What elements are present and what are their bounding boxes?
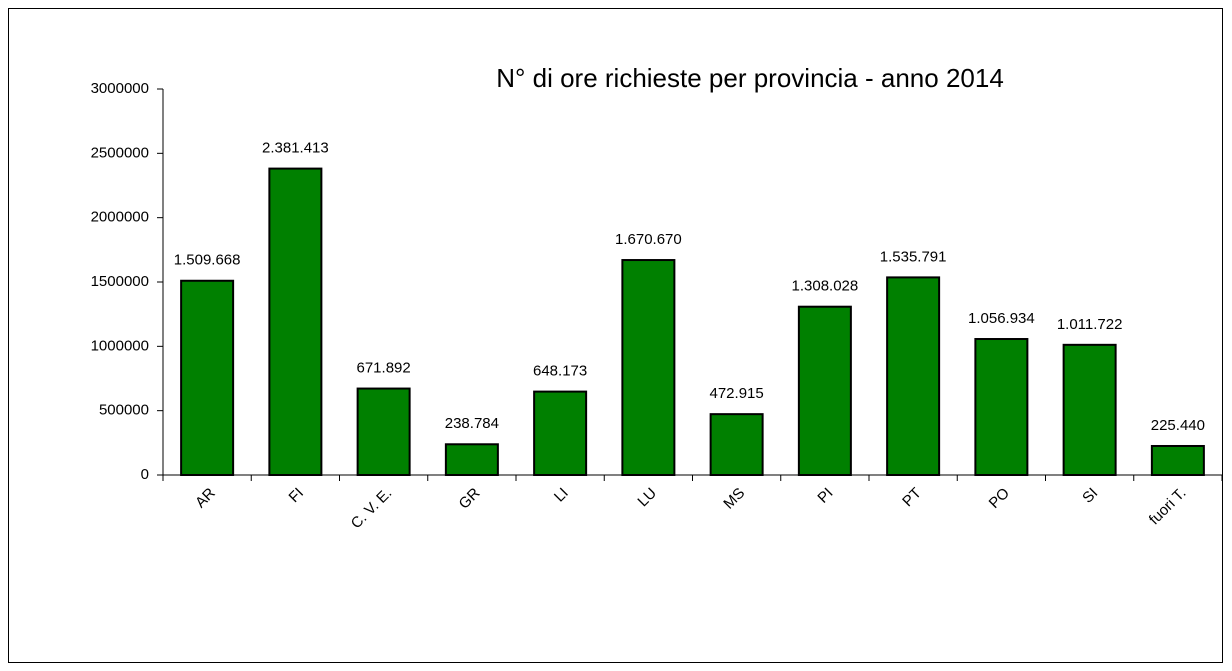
chart-title: N° di ore richieste per provincia - anno… — [496, 63, 1004, 93]
data-label: 648.173 — [533, 363, 587, 380]
y-tick-label: 2500000 — [91, 144, 149, 161]
bar — [533, 390, 588, 477]
bar — [1062, 343, 1117, 476]
data-label: 238.784 — [445, 415, 499, 432]
data-label: 1.670.670 — [615, 231, 682, 248]
bar — [180, 279, 235, 476]
y-tick-label: 1500000 — [91, 273, 149, 290]
y-tick-label: 2000000 — [91, 209, 149, 226]
data-label: 1.056.934 — [968, 310, 1035, 327]
data-label: 472.915 — [710, 385, 764, 402]
bar — [709, 413, 764, 477]
bar — [797, 305, 852, 477]
bar — [268, 167, 323, 476]
data-label: 1.509.668 — [174, 252, 241, 269]
bar — [444, 443, 499, 476]
data-label: 1.308.028 — [792, 278, 859, 295]
data-label: 1.011.722 — [1057, 316, 1123, 333]
y-tick-label: 500000 — [99, 402, 149, 419]
bar — [1150, 444, 1205, 476]
data-label: 671.892 — [357, 360, 411, 377]
data-label: 2.381.413 — [262, 140, 329, 157]
bar — [886, 276, 941, 476]
bar — [974, 338, 1029, 476]
y-tick-label: 1000000 — [91, 337, 149, 354]
bar — [621, 259, 676, 476]
data-label: 1.535.791 — [880, 248, 947, 265]
y-tick-label: 3000000 — [91, 80, 149, 97]
data-label: 225.440 — [1151, 417, 1205, 434]
bar — [356, 387, 411, 476]
y-tick-label: 0 — [141, 466, 149, 483]
